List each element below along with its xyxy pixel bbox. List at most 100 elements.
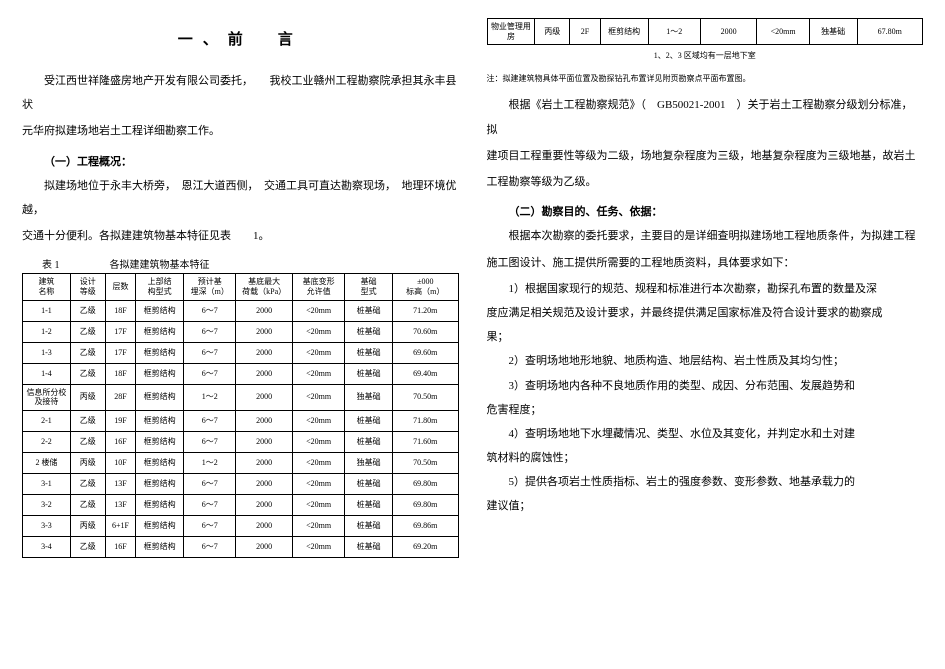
table-cell: 框剪结构 <box>136 515 184 536</box>
table-cell: 2000 <box>236 494 293 515</box>
table-cell: 3-2 <box>23 494 71 515</box>
table-cell: 6～7 <box>184 342 236 363</box>
extra-row-table: 物业管理用房丙级2F框剪结构1～22000<20mm独基础67.80m 1、2、… <box>487 18 924 67</box>
table-cell: 乙级 <box>70 536 105 557</box>
table-cell: 16F <box>105 431 135 452</box>
table-header-cell: 设计等级 <box>70 274 105 300</box>
table-row: 1-1乙级18F框剪结构6～72000<20mm桩基础71.20m <box>23 300 459 321</box>
table-cell: 1～2 <box>648 19 700 45</box>
table-cell: 桩基础 <box>345 515 393 536</box>
table-cell: 独基础 <box>345 452 393 473</box>
table-header-row: 建筑名称设计等级层数上部结构型式预计基埋深（m）基底最大荷载（kPa）基底变形允… <box>23 274 459 300</box>
table-cell: 框剪结构 <box>600 19 648 45</box>
intro-line1: 受江西世祥隆盛房地产开发有限公司委托， 我校工业赣州工程勘察院承担其永丰县状 <box>22 69 459 117</box>
left-column: 一、前 言 受江西世祥隆盛房地产开发有限公司委托， 我校工业赣州工程勘察院承担其… <box>22 18 459 651</box>
table-cell: 69.80m <box>393 494 458 515</box>
table-cell: 1～2 <box>184 384 236 410</box>
table-row: 3-1乙级13F框剪结构6～72000<20mm桩基础69.80m <box>23 473 459 494</box>
table-cell: 桩基础 <box>345 536 393 557</box>
table-cell: 丙级 <box>70 384 105 410</box>
table-row: 2 楼储丙级10F框剪结构1～22000<20mm独基础70.50m <box>23 452 459 473</box>
item-1b: 度应满足相关规范及设计要求，并最终提供满足国家标准及符合设计要求的勘察成 <box>487 301 924 325</box>
right-column: 物业管理用房丙级2F框剪结构1～22000<20mm独基础67.80m 1、2、… <box>487 18 924 651</box>
table-cell: 2000 <box>236 321 293 342</box>
table-row: 信息所分校及接待丙级28F框剪结构1～22000<20mm独基础70.50m <box>23 384 459 410</box>
table-cell: <20mm <box>292 494 344 515</box>
item-4b: 筑材料的腐蚀性； <box>487 446 924 470</box>
section-1-head: （一）工程概况： <box>22 150 459 174</box>
table-cell: <20mm <box>292 300 344 321</box>
table-cell: 框剪结构 <box>136 410 184 431</box>
table-cell: 70.60m <box>393 321 458 342</box>
table-cell: 71.20m <box>393 300 458 321</box>
table-cell: 6+1F <box>105 515 135 536</box>
table-header-cell: ±000标高（m） <box>393 274 458 300</box>
table-cell: 16F <box>105 536 135 557</box>
table-row: 3-2乙级13F框剪结构6～72000<20mm桩基础69.80m <box>23 494 459 515</box>
table-cell: 乙级 <box>70 410 105 431</box>
table-cell: 信息所分校及接待 <box>23 384 71 410</box>
table-cell: 1-4 <box>23 363 71 384</box>
item-3b: 危害程度； <box>487 398 924 422</box>
table-cell: 13F <box>105 494 135 515</box>
table-row: 物业管理用房丙级2F框剪结构1～22000<20mm独基础67.80m <box>487 19 923 45</box>
overview-line2: 交通十分便利。各拟建建筑物基本特征见表 1。 <box>22 224 459 248</box>
table-cell: 6～7 <box>184 321 236 342</box>
spec-line1: 根据《岩土工程勘察规范》（ GB50021-2001 ）关于岩土工程勘察分级划分… <box>487 93 924 141</box>
table-cell: 1-1 <box>23 300 71 321</box>
overview-line1: 拟建场地位于永丰大桥旁， 恩江大道西侧， 交通工具可直达勘察现场， 地理环境优越… <box>22 174 459 222</box>
table-cell: 2000 <box>236 363 293 384</box>
table-cell: 框剪结构 <box>136 363 184 384</box>
doc-title: 一、前 言 <box>22 28 459 49</box>
table-note: 注：拟建建筑物具体平面位置及勘探钻孔布置详见附页勘察点平面布置图。 <box>487 73 924 86</box>
table-cell: 1～2 <box>184 452 236 473</box>
table-row: 1-4乙级18F框剪结构6～72000<20mm桩基础69.40m <box>23 363 459 384</box>
table-cell: 框剪结构 <box>136 321 184 342</box>
table-cell: 框剪结构 <box>136 431 184 452</box>
table-cell: 桩基础 <box>345 410 393 431</box>
table-cell: 独基础 <box>809 19 857 45</box>
table-cell: 70.50m <box>393 452 458 473</box>
table-cell: 2000 <box>236 452 293 473</box>
table-cell: 2-1 <box>23 410 71 431</box>
table-cell: 乙级 <box>70 321 105 342</box>
table-cell: 2F <box>570 19 600 45</box>
table-cell: 乙级 <box>70 431 105 452</box>
table-cell: 6～7 <box>184 494 236 515</box>
table-cell: 71.60m <box>393 431 458 452</box>
table-cell: <20mm <box>292 536 344 557</box>
item-5b: 建议值； <box>487 494 924 518</box>
table-caption: 表 1 各拟建建筑物基本特征 <box>22 256 459 271</box>
table-cell: 6～7 <box>184 473 236 494</box>
table-cell: 框剪结构 <box>136 536 184 557</box>
table-cell: <20mm <box>292 363 344 384</box>
table-cell: <20mm <box>292 321 344 342</box>
item-4a: 4）查明场地地下水埋藏情况、类型、水位及其变化，并判定水和土对建 <box>487 422 924 446</box>
table-cell: 桩基础 <box>345 473 393 494</box>
table-header-cell: 预计基埋深（m） <box>184 274 236 300</box>
table-cell: 2 楼储 <box>23 452 71 473</box>
table-cell: 69.40m <box>393 363 458 384</box>
table-cell: 桩基础 <box>345 300 393 321</box>
table-cell: 丙级 <box>535 19 570 45</box>
table-header-cell: 基底最大荷载（kPa） <box>236 274 293 300</box>
item-1c: 果； <box>487 325 924 349</box>
building-table: 建筑名称设计等级层数上部结构型式预计基埋深（m）基底最大荷载（kPa）基底变形允… <box>22 273 459 557</box>
table-cell: 框剪结构 <box>136 473 184 494</box>
table-cell: 框剪结构 <box>136 384 184 410</box>
table-cell: 69.20m <box>393 536 458 557</box>
table-cell: 19F <box>105 410 135 431</box>
table-row: 2-2乙级16F框剪结构6～72000<20mm桩基础71.60m <box>23 431 459 452</box>
table-cell: <20mm <box>292 452 344 473</box>
table-cell: 18F <box>105 363 135 384</box>
table-cell: <20mm <box>292 384 344 410</box>
table-cell: 71.80m <box>393 410 458 431</box>
table-cell: <20mm <box>292 473 344 494</box>
table-cell: 乙级 <box>70 342 105 363</box>
table-cell: 10F <box>105 452 135 473</box>
table-cell: 69.80m <box>393 473 458 494</box>
table-cell: 桩基础 <box>345 342 393 363</box>
table-cell: 桩基础 <box>345 363 393 384</box>
table-header-cell: 基底变形允许值 <box>292 274 344 300</box>
table-cell: 乙级 <box>70 363 105 384</box>
